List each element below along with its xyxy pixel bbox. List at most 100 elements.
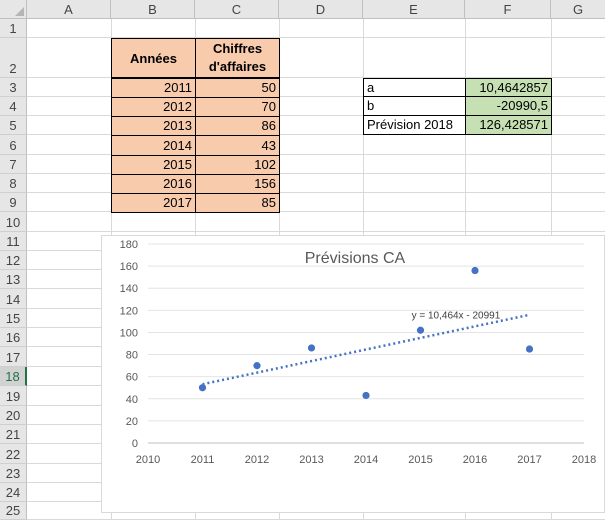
column-header-e[interactable]: E bbox=[363, 0, 465, 19]
row-header-19[interactable]: 19 bbox=[0, 386, 27, 406]
gridline bbox=[27, 96, 605, 97]
column-header-c[interactable]: C bbox=[195, 0, 279, 19]
x-tick-label: 2018 bbox=[572, 454, 596, 466]
data-point bbox=[307, 344, 316, 352]
row-header-16[interactable]: 16 bbox=[0, 328, 27, 347]
revenue-cell[interactable]: 43 bbox=[195, 135, 280, 156]
gridline bbox=[27, 37, 605, 38]
header-chiffres-affaires[interactable]: Chiffres d'affaires bbox=[195, 38, 280, 78]
x-tick-label: 2016 bbox=[463, 454, 487, 466]
x-tick-label: 2013 bbox=[299, 454, 323, 466]
year-cell[interactable]: 2012 bbox=[111, 97, 196, 117]
gridline bbox=[27, 115, 605, 116]
header-ca-line2: d'affaires bbox=[208, 59, 267, 74]
revenue-cell[interactable]: 70 bbox=[195, 97, 280, 117]
trendline bbox=[202, 313, 530, 386]
y-tick-label: 100 bbox=[120, 327, 138, 339]
x-tick-label: 2011 bbox=[191, 454, 215, 466]
gridline bbox=[27, 77, 605, 78]
year-cell[interactable]: 2015 bbox=[111, 155, 196, 175]
x-tick-label: 2014 bbox=[354, 454, 378, 466]
data-point bbox=[253, 362, 261, 370]
year-cell[interactable]: 2017 bbox=[111, 193, 196, 213]
row-header-24[interactable]: 24 bbox=[0, 483, 27, 502]
gridline bbox=[27, 231, 605, 232]
revenue-cell[interactable]: 85 bbox=[195, 193, 280, 213]
y-tick-label: 60 bbox=[126, 372, 138, 384]
revenue-cell[interactable]: 50 bbox=[195, 78, 280, 98]
trendline-equation: y = 10,464x - 20991 bbox=[412, 310, 501, 321]
row-header-8[interactable]: 8 bbox=[0, 174, 27, 193]
y-tick-label: 120 bbox=[120, 305, 138, 317]
row-header-9[interactable]: 9 bbox=[0, 193, 27, 212]
y-tick-label: 40 bbox=[126, 394, 138, 406]
data-point bbox=[416, 326, 425, 334]
param-label-a[interactable]: a bbox=[363, 78, 466, 97]
chart-points bbox=[198, 266, 534, 400]
data-point bbox=[471, 266, 479, 275]
header-annees[interactable]: Années bbox=[111, 38, 196, 78]
column-header-g[interactable]: G bbox=[551, 0, 605, 19]
chart-title: Prévisions CA bbox=[305, 250, 406, 267]
row-header-12[interactable]: 12 bbox=[0, 251, 27, 270]
column-header-f[interactable]: F bbox=[465, 0, 551, 19]
column-header-a[interactable]: A bbox=[27, 0, 111, 19]
chart-gridlines bbox=[148, 243, 584, 444]
param-value-prevision[interactable]: 126,428571 bbox=[465, 115, 552, 135]
year-cell[interactable]: 2016 bbox=[111, 174, 196, 194]
gridline bbox=[27, 154, 605, 155]
year-cell[interactable]: 2013 bbox=[111, 116, 196, 136]
row-header-13[interactable]: 13 bbox=[0, 270, 27, 289]
column-header-d[interactable]: D bbox=[279, 0, 363, 19]
row-header-18[interactable]: 18 bbox=[0, 367, 27, 386]
row-header-1[interactable]: 1 bbox=[0, 19, 27, 38]
row-header-7[interactable]: 7 bbox=[0, 155, 27, 174]
row-header-6[interactable]: 6 bbox=[0, 135, 27, 155]
column-header-b[interactable]: B bbox=[111, 0, 195, 19]
revenue-cell[interactable]: 156 bbox=[195, 174, 280, 194]
select-all-corner[interactable] bbox=[0, 0, 27, 19]
row-header-10[interactable]: 10 bbox=[0, 212, 27, 232]
y-tick-label: 160 bbox=[120, 261, 138, 273]
row-header-25[interactable]: 25 bbox=[0, 502, 27, 520]
row-header-21[interactable]: 21 bbox=[0, 425, 27, 444]
row-header-14[interactable]: 14 bbox=[0, 289, 27, 309]
row-header-11[interactable]: 11 bbox=[0, 232, 27, 251]
scatter-chart[interactable]: 0 20 40 60 80 100 120 140 160 180 2010 2011 2012 201… bbox=[101, 235, 605, 513]
row-header-15[interactable]: 15 bbox=[0, 309, 27, 328]
x-tick-label: 2017 bbox=[517, 454, 541, 466]
year-cell[interactable]: 2014 bbox=[111, 135, 196, 156]
data-point bbox=[525, 345, 534, 353]
param-label-b[interactable]: b bbox=[363, 96, 466, 116]
data-point bbox=[198, 384, 207, 392]
x-tick-label: 2015 bbox=[408, 454, 432, 466]
gridline bbox=[27, 192, 605, 193]
y-tick-label: 80 bbox=[126, 350, 138, 362]
x-tick-label: 2010 bbox=[136, 454, 160, 466]
data-point bbox=[362, 391, 370, 400]
y-tick-label: 20 bbox=[126, 416, 138, 428]
param-label-prevision[interactable]: Prévision 2018 bbox=[363, 115, 466, 135]
gridline bbox=[27, 134, 605, 135]
row-header-5[interactable]: 5 bbox=[0, 116, 27, 135]
revenue-cell[interactable]: 86 bbox=[195, 116, 280, 136]
x-tick-label: 2012 bbox=[245, 454, 269, 466]
gridline bbox=[27, 211, 605, 212]
row-header-3[interactable]: 3 bbox=[0, 78, 27, 97]
row-header-2[interactable]: 2 bbox=[0, 38, 27, 78]
header-annees-label: Années bbox=[130, 50, 177, 66]
param-value-b[interactable]: -20990,5 bbox=[465, 96, 552, 116]
revenue-cell[interactable]: 102 bbox=[195, 155, 280, 175]
y-tick-label: 140 bbox=[120, 283, 138, 295]
param-value-a[interactable]: 10,4642857 bbox=[465, 78, 552, 97]
row-header-20[interactable]: 20 bbox=[0, 406, 27, 425]
row-header-17[interactable]: 17 bbox=[0, 347, 27, 367]
row-header-4[interactable]: 4 bbox=[0, 97, 27, 116]
year-cell[interactable]: 2011 bbox=[111, 78, 196, 98]
gridline bbox=[27, 173, 605, 174]
row-header-22[interactable]: 22 bbox=[0, 444, 27, 464]
row-header-23[interactable]: 23 bbox=[0, 464, 27, 483]
y-tick-label: 180 bbox=[120, 239, 138, 251]
